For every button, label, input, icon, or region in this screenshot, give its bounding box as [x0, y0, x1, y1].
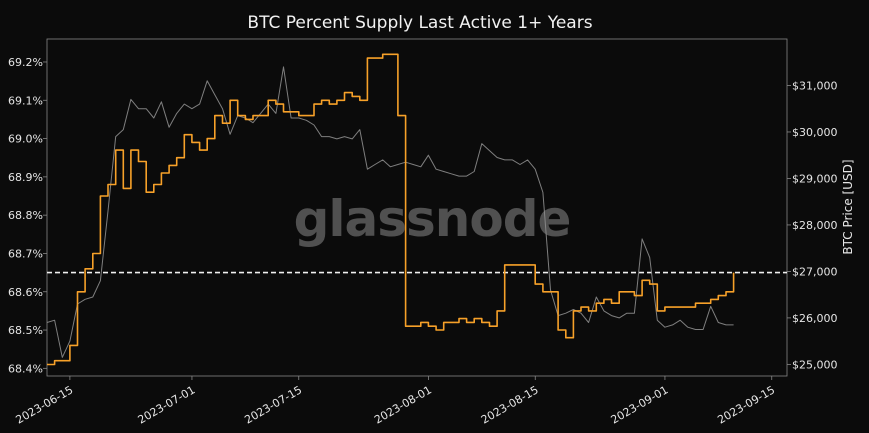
- watermark-text: glassnode: [294, 190, 571, 248]
- plot-frame: [46, 38, 788, 377]
- y-right-tick-label: $28,000: [792, 219, 838, 232]
- y-left-tick-label: 68.5%: [8, 324, 43, 337]
- chart-title: BTC Percent Supply Last Active 1+ Years: [247, 13, 592, 33]
- x-tick-label: 2023-09-15: [715, 383, 777, 426]
- y-left-tick-label: 68.7%: [8, 247, 43, 260]
- y-right-tick-label: $27,000: [792, 265, 838, 278]
- x-tick-label: 2023-08-15: [479, 383, 541, 426]
- y-left-tick-label: 69.2%: [8, 56, 43, 69]
- y-left-tick-label: 68.4%: [8, 362, 43, 375]
- x-tick-label: 2023-07-01: [136, 383, 198, 426]
- y-right-tick-label: $30,000: [792, 126, 838, 139]
- y-left-tick-label: 68.6%: [8, 286, 43, 299]
- x-tick-label: 2023-09-01: [609, 383, 671, 426]
- x-tick-label: 2023-07-15: [242, 383, 304, 426]
- x-tick-label: 2023-06-15: [14, 383, 76, 426]
- x-tick-label: 2023-08-01: [372, 383, 434, 426]
- series-line-price: [46, 66, 734, 358]
- y-left-tick-label: 69.1%: [8, 94, 43, 107]
- y-right-tick-label: $31,000: [792, 79, 838, 92]
- y-axis-right-label: BTC Price [USD]: [841, 159, 855, 254]
- y-right-tick-label: $25,000: [792, 358, 838, 371]
- y-right-tick-label: $29,000: [792, 172, 838, 185]
- y-right-tick-label: $26,000: [792, 312, 838, 325]
- y-left-tick-label: 69.0%: [8, 133, 43, 146]
- y-left-tick-label: 68.9%: [8, 171, 43, 184]
- y-left-tick-label: 68.8%: [8, 209, 43, 222]
- series-line-supply: [47, 53, 735, 366]
